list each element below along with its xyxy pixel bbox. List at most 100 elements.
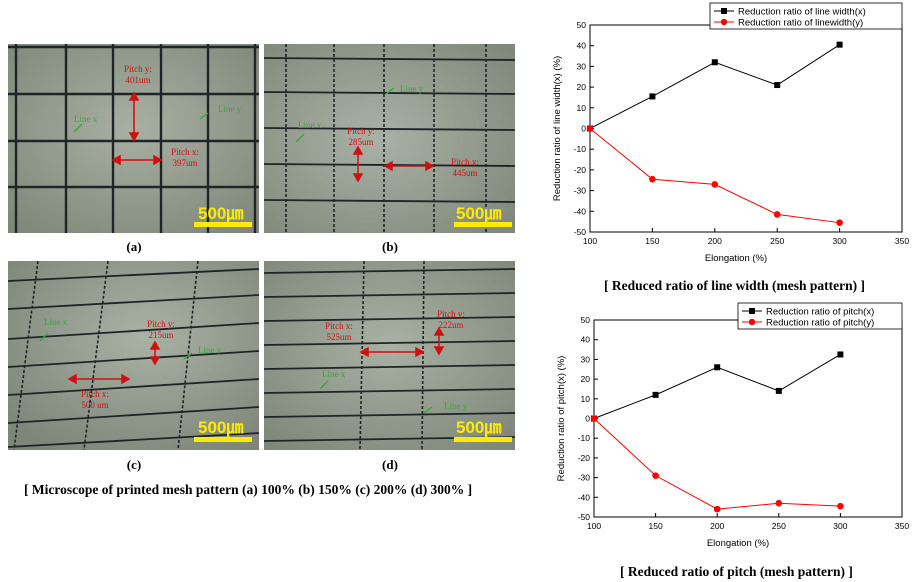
line-x-annotation: Line x — [298, 120, 322, 130]
pitch-x-annotation: Pitch x: 445um — [451, 157, 479, 178]
data-point — [649, 93, 656, 100]
y-tick-label: 20 — [577, 82, 587, 92]
line-y-annotation: Line y — [198, 345, 222, 355]
data-point — [714, 364, 721, 371]
x-tick-label: 200 — [708, 236, 722, 246]
legend-box — [709, 2, 903, 30]
line-x-annotation: Line x — [44, 317, 68, 327]
chart-line-width-svg: -50 -40 -30 -20 -10 0 10 20 30 40 50 100 150 200 250 30… — [552, 2, 909, 264]
y-tick-label: -50 — [574, 227, 587, 237]
data-point — [775, 499, 783, 507]
scale-bar-label: 500㎛ — [456, 418, 502, 437]
x-tick-label: 150 — [645, 236, 659, 246]
line-x-annotation: Line x — [322, 369, 346, 379]
micrograph-d: Pitch y: 222um Pitch x: 525um Line x Line … — [264, 261, 515, 450]
series-line — [593, 418, 841, 510]
x-tick-label: 150 — [649, 521, 663, 531]
y-tick-label: -40 — [578, 492, 591, 502]
data-point — [837, 351, 844, 358]
legend-marker — [748, 318, 756, 326]
y-tick-label: -30 — [574, 186, 587, 196]
data-point — [713, 505, 721, 513]
y-tick-label: -50 — [578, 512, 591, 522]
pitch-x-annotation: Pitch x: 397um — [171, 147, 199, 168]
chart-line-width: -50 -40 -30 -20 -10 0 10 20 30 40 50 100 150 200 250 30… — [548, 0, 910, 280]
y-tick-label: 30 — [577, 61, 587, 71]
legend-box — [737, 302, 903, 330]
legend-marker — [720, 18, 728, 26]
data-point — [586, 125, 594, 132]
series-line — [589, 44, 840, 129]
x-tick-label: 250 — [772, 521, 786, 531]
micrograph-label-a: (a) — [126, 239, 142, 254]
data-point — [773, 211, 781, 218]
scale-bar-label: 500㎛ — [198, 418, 244, 437]
y-tick-label: -20 — [574, 165, 587, 175]
y-tick-label: 40 — [577, 41, 587, 51]
data-point — [649, 175, 656, 183]
y-tick-label: 40 — [581, 335, 591, 345]
plot-frame — [589, 24, 903, 233]
data-point — [652, 391, 659, 398]
legend-label: Reduction ratio of line width(x) — [738, 7, 866, 18]
x-tick-label: 100 — [587, 521, 601, 531]
x-axis-label: Elongation (%) — [707, 538, 769, 549]
pitch-y-annotation: Pitch y: 215um — [147, 319, 175, 340]
y-axis-label: Reduction ratio of pitch(x) (%) — [556, 356, 567, 482]
data-point — [836, 41, 843, 48]
series-line — [589, 128, 840, 224]
data-point — [590, 415, 598, 422]
x-tick-label: 250 — [770, 236, 784, 246]
y-tick-label: 20 — [581, 374, 591, 384]
y-axis-label: Reduction ratio of line width(x) (%) — [552, 56, 563, 201]
x-tick-label: 350 — [895, 521, 909, 531]
legend-label: Reduction ratio of linewidth(y) — [738, 18, 863, 29]
pitch-y-annotation: Pitch y: 401um — [124, 64, 152, 85]
y-tick-label: 0 — [585, 414, 590, 424]
legend-label: Reduction ratio of pitch(x) — [766, 307, 874, 318]
y-tick-label: -20 — [578, 453, 591, 463]
y-tick-label: 30 — [581, 354, 591, 364]
data-point — [711, 59, 718, 66]
y-tick-label: -10 — [574, 144, 587, 154]
x-tick-label: 300 — [833, 521, 847, 531]
micrograph-label-c: (c) — [126, 457, 142, 472]
line-y-annotation: Line y — [218, 104, 242, 114]
data-point — [774, 82, 781, 89]
legend-marker — [749, 308, 755, 314]
chart-pitch: -50 -40 -30 -20 -10 0 10 20 30 40 50 100 150 200 250 30… — [548, 300, 910, 562]
data-point — [711, 181, 719, 188]
micrograph-b-image — [264, 44, 515, 233]
scale-bar-label: 500㎛ — [456, 204, 502, 223]
line-y-annotation: Line y — [400, 84, 424, 94]
y-tick-label: 0 — [581, 124, 586, 134]
pitch-x-annotation: Pitch x: 525um — [325, 321, 353, 342]
data-point — [837, 502, 844, 510]
x-tick-label: 100 — [583, 236, 597, 246]
micrograph-c: Pitch y: 215um Pitch x: 500 um Line x Line… — [8, 261, 259, 450]
micrograph-b: Pitch y: 285um Pitch x: 445um Line x Line … — [264, 44, 515, 233]
micrograph-c-image — [8, 261, 259, 450]
micrograph-a-image — [8, 44, 259, 233]
micrograph-caption: [ Microscope of printed mesh pattern (a)… — [24, 482, 473, 497]
pitch-y-annotation: Pitch y: 285um — [347, 126, 375, 147]
pitch-y-annotation: Pitch y: 222um — [437, 309, 465, 330]
chart-line-width-caption: [ Reduced ratio of line width (mesh patt… — [604, 278, 865, 293]
y-tick-label: -40 — [574, 206, 587, 216]
x-tick-label: 300 — [833, 236, 847, 246]
y-tick-label: 10 — [577, 103, 587, 113]
y-tick-label: 50 — [577, 20, 587, 30]
micrograph-label-b: (b) — [382, 239, 398, 254]
x-axis-label: Elongation (%) — [705, 253, 767, 264]
plot-frame — [593, 319, 903, 518]
chart-pitch-svg: -50 -40 -30 -20 -10 0 10 20 30 40 50 100 150 200 250 30… — [556, 302, 909, 549]
legend-marker — [721, 8, 727, 14]
data-point — [775, 387, 782, 394]
micrograph-a: Pitch y: 401um Pitch x: 397um Line x Line … — [8, 44, 259, 233]
chart-pitch-caption: [ Reduced ratio of pitch (mesh pattern) … — [620, 564, 853, 579]
legend-label: Reduction ratio of pitch(y) — [766, 318, 874, 329]
y-tick-label: -30 — [578, 473, 591, 483]
pitch-x-annotation: Pitch x: 500 um — [81, 389, 109, 410]
y-tick-label: 50 — [581, 315, 591, 325]
line-y-annotation: Line y — [444, 401, 468, 411]
